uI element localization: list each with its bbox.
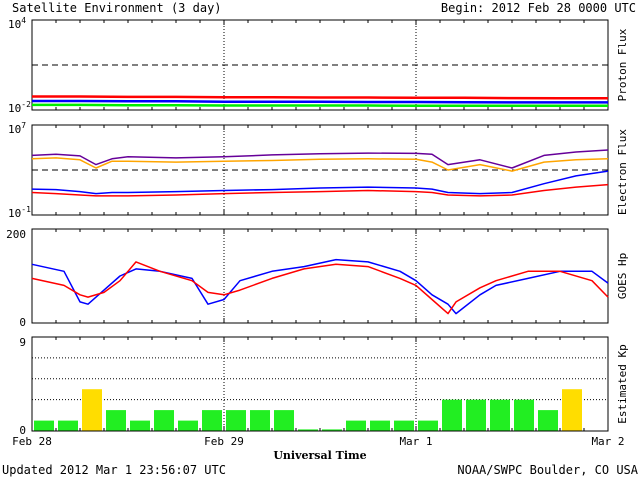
electron-flux-panel <box>31 124 609 216</box>
series-line-0-green <box>32 103 608 108</box>
kp-bar-6 <box>178 420 198 431</box>
hp-ytick-top: 200 <box>6 228 26 241</box>
kp-bar-0 <box>34 420 54 431</box>
goes-hp-frame <box>31 228 609 324</box>
kp-bar-5 <box>154 410 174 431</box>
kp-bar-13 <box>346 420 366 431</box>
electron-flux-label: Electron Flux <box>616 129 629 215</box>
hp-ytick-bottom: 0 <box>19 316 26 329</box>
xtick-feb-28: Feb 28 <box>12 435 52 448</box>
series-line-1-red <box>31 183 609 197</box>
kp-bar-14 <box>370 420 390 431</box>
kp-bar-1 <box>58 420 78 431</box>
kp-frame-overlay <box>31 336 609 432</box>
goes-hp-label: GOES Hp <box>616 253 629 299</box>
kp-ytick-bottom: 0 <box>19 424 26 437</box>
kp-bar-3 <box>106 410 126 431</box>
updated-label: Updated 2012 Mar 1 23:56:07 UTC <box>2 463 226 477</box>
kp-bar-4 <box>130 420 150 431</box>
kp-bar-19 <box>490 399 510 431</box>
electron-ytick-top: 107 <box>8 121 26 136</box>
xtick-feb-29: Feb 29 <box>204 435 244 448</box>
kp-bar-15 <box>394 420 414 431</box>
goes-hp-panel <box>31 228 609 324</box>
kp-bar-20 <box>514 399 534 431</box>
series-line-2-blue <box>31 258 609 315</box>
series-line-1-orange <box>31 157 609 172</box>
series-line-1-blue <box>31 170 609 195</box>
xtick-mar-1: Mar 1 <box>399 435 432 448</box>
electron-ytick-bottom: 10-1 <box>8 205 31 220</box>
estimated-kp-label: Estimated Kp <box>616 344 629 423</box>
begin-label: Begin: 2012 Feb 28 0000 UTC <box>441 1 636 15</box>
series-line-0-blue <box>32 99 608 104</box>
estimated-kp-panel <box>31 336 609 432</box>
kp-bar-22 <box>562 389 582 431</box>
x-axis-label: Universal Time <box>273 449 366 462</box>
kp-bar-9 <box>250 410 270 431</box>
series-line-0-red <box>32 95 608 100</box>
proton-flux-label: Proton Flux <box>616 28 629 101</box>
series-line-1-purple <box>31 149 609 169</box>
kp-bar-16 <box>418 420 438 431</box>
kp-bar-12 <box>322 429 342 431</box>
kp-bar-10 <box>274 410 294 431</box>
xtick-mar-2: Mar 2 <box>591 435 624 448</box>
proton-ytick-bottom: 10-2 <box>8 100 31 115</box>
chart-title: Satellite Environment (3 day) <box>12 1 222 15</box>
proton-ytick-top: 104 <box>8 16 26 31</box>
kp-bar-8 <box>226 410 246 431</box>
kp-bar-21 <box>538 410 558 431</box>
kp-bar-7 <box>202 410 222 431</box>
credit-label: NOAA/SWPC Boulder, CO USA <box>457 463 638 477</box>
electron-flux-frame <box>31 124 609 216</box>
kp-bar-2 <box>82 389 102 431</box>
kp-ytick-top: 9 <box>19 336 26 349</box>
kp-bar-17 <box>442 399 462 431</box>
kp-bar-11 <box>298 429 318 431</box>
proton-flux-panel <box>31 19 609 111</box>
kp-bar-18 <box>466 399 486 431</box>
series-line-2-red <box>31 261 609 315</box>
